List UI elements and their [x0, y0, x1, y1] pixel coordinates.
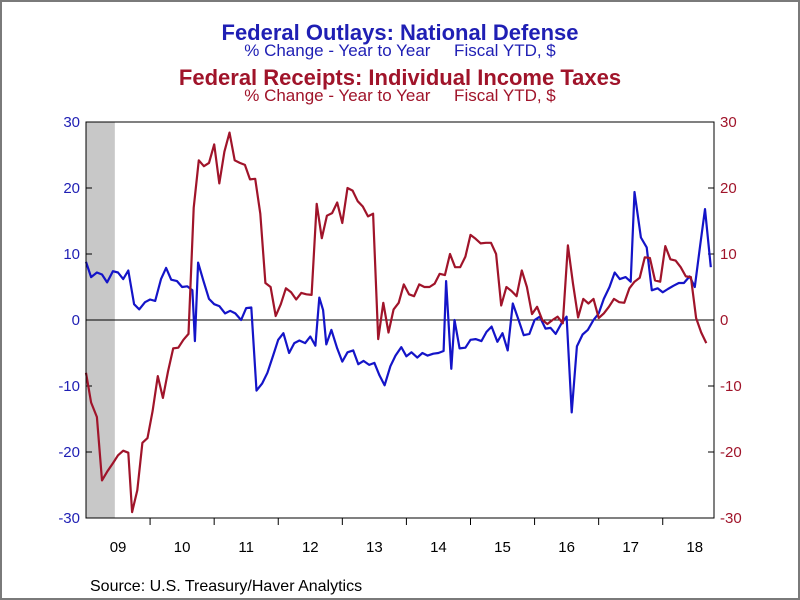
source-note: Source: U.S. Treasury/Haver Analytics	[90, 578, 363, 595]
x-tick-label: 12	[302, 539, 319, 556]
plot-border	[85, 121, 715, 519]
series-line-income_tax	[84, 131, 708, 514]
x-tick-label: 13	[366, 539, 383, 556]
y-right-tick-label: -20	[720, 444, 742, 461]
y-left-tick-label: 10	[63, 246, 80, 263]
x-tick-label: 17	[622, 539, 639, 556]
y-left-tick-label: 20	[63, 180, 80, 197]
y-right-tick-label: -10	[720, 378, 742, 395]
y-left-tick-label: 0	[72, 312, 80, 329]
y-right-tick-label: 10	[720, 246, 737, 263]
y-left-tick-label: -30	[58, 510, 80, 527]
x-tick-label: 14	[430, 539, 447, 556]
chart-subtitle-income-tax: % Change - Year to Year Fiscal YTD, $	[244, 86, 556, 105]
y-right-tick-label: 30	[720, 114, 737, 131]
y-right-tick-label: 20	[720, 180, 737, 197]
chart-title-defense: Federal Outlays: National Defense	[221, 20, 579, 45]
x-tick-label: 11	[238, 539, 254, 556]
series-line-defense	[84, 190, 712, 414]
x-tick-label: 10	[174, 539, 191, 556]
chart-subtitle-defense: % Change - Year to Year Fiscal YTD, $	[244, 41, 556, 60]
x-tick-label: 16	[558, 539, 575, 556]
y-left-tick-label: -20	[58, 444, 80, 461]
x-tick-label: 15	[494, 539, 511, 556]
x-tick-label: 18	[686, 539, 703, 556]
x-tick-label: 09	[110, 539, 127, 556]
y-right-tick-label: 0	[720, 312, 728, 329]
y-right-tick-label: -30	[720, 510, 742, 527]
y-left-tick-label: -10	[58, 378, 80, 395]
chart-title-income-tax: Federal Receipts: Individual Income Taxe…	[178, 65, 622, 90]
y-left-tick-label: 30	[63, 114, 80, 131]
